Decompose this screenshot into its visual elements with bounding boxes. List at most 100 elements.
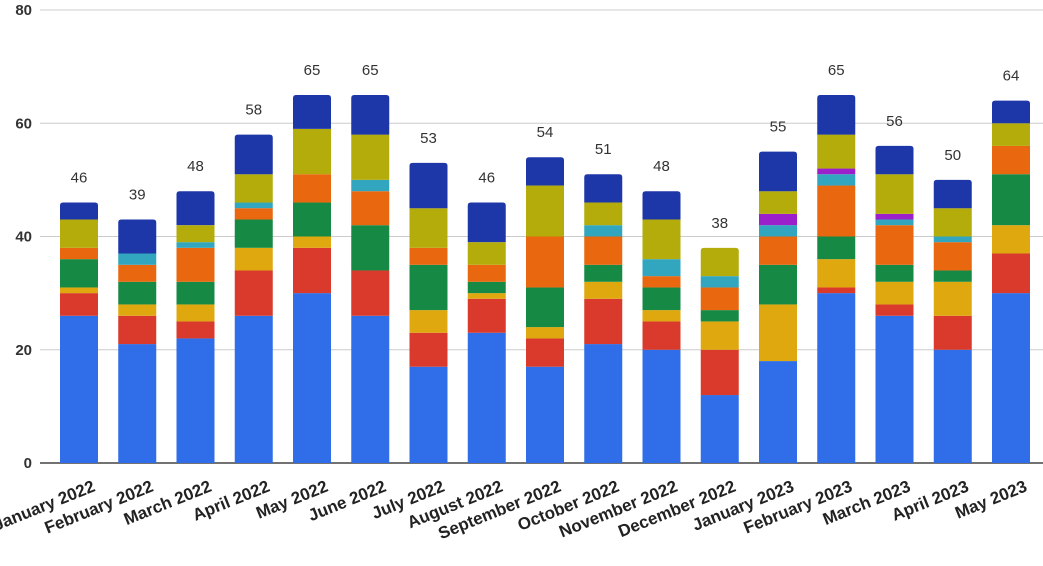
bar-segment	[293, 247, 331, 294]
total-label: 65	[828, 62, 845, 79]
bar-segment	[118, 281, 157, 305]
bar-segment	[118, 304, 157, 316]
bar-segment	[817, 174, 856, 186]
total-label: 53	[420, 130, 437, 147]
bar-segment	[293, 293, 331, 463]
bar-segment	[234, 315, 273, 463]
bar-segment	[526, 366, 564, 463]
bar-segment	[642, 191, 681, 220]
bar-segment	[409, 332, 448, 367]
bars	[60, 94, 1030, 463]
bar-segment	[700, 310, 739, 322]
bar-segment	[176, 281, 215, 305]
bar-segment	[992, 225, 1030, 254]
total-label: 48	[187, 158, 204, 175]
bar-segment	[642, 349, 681, 463]
bar-segment	[351, 94, 390, 135]
bar-segment	[234, 219, 273, 248]
bar-segment	[60, 315, 98, 463]
bar-segment	[875, 174, 914, 214]
bar-segment	[584, 344, 623, 463]
bar-segment	[875, 213, 914, 220]
total-label: 48	[653, 158, 670, 175]
bar-stack	[60, 202, 98, 463]
total-label: 39	[129, 187, 146, 204]
bar-segment	[817, 94, 856, 135]
bar-segment	[700, 321, 739, 350]
y-tick-label: 80	[15, 2, 32, 19]
bar-segment	[933, 179, 972, 209]
total-label: 46	[478, 170, 495, 187]
bar-segment	[467, 202, 506, 243]
bar-stack	[992, 100, 1030, 463]
bar-segment	[992, 293, 1030, 463]
bar-segment	[176, 242, 215, 248]
bar-segment	[584, 236, 623, 265]
bar-segment	[875, 145, 914, 175]
bar-segment	[817, 287, 856, 294]
bar-segment	[409, 310, 448, 333]
bar-segment	[584, 225, 623, 237]
bar-segment	[759, 225, 797, 237]
bar-segment	[467, 281, 506, 294]
bar-segment	[176, 225, 215, 243]
bar-segment	[933, 281, 972, 316]
bar-segment	[351, 225, 390, 271]
bar-segment	[409, 208, 448, 248]
bar-segment	[759, 264, 797, 305]
bar-stack	[875, 145, 914, 463]
bar-stack	[118, 219, 157, 463]
bar-stack	[467, 202, 506, 463]
bar-segment	[293, 202, 331, 237]
bar-segment	[467, 332, 506, 463]
bar-segment	[875, 219, 914, 226]
bar-segment	[526, 157, 564, 186]
bar-segment	[293, 94, 331, 129]
total-label: 65	[304, 62, 321, 79]
total-label: 50	[944, 147, 961, 164]
bar-segment	[933, 270, 972, 282]
bar-segment	[933, 349, 972, 463]
y-axis: 0 20 40 60 80	[15, 2, 32, 472]
bar-stack	[409, 162, 448, 463]
bar-segment	[584, 202, 623, 226]
bar-segment	[875, 264, 914, 282]
bar-segment	[467, 298, 506, 333]
bar-segment	[817, 236, 856, 260]
bar-segment	[700, 276, 739, 288]
bar-segment	[992, 145, 1030, 175]
bar-segment	[700, 349, 739, 396]
bar-segment	[409, 162, 448, 209]
bar-stack	[759, 151, 797, 463]
total-label: 56	[886, 113, 903, 130]
bar-segment	[933, 315, 972, 350]
bar-segment	[875, 304, 914, 316]
bar-segment	[176, 247, 215, 282]
bar-segment	[351, 134, 390, 180]
bar-segment	[933, 242, 972, 271]
total-labels: 46 39 48 58 65 65 53 46 54 51 48 38 55 65 56 50 64	[71, 62, 1020, 232]
bar-segment	[118, 344, 157, 463]
bar-segment	[526, 185, 564, 237]
bar-segment	[176, 304, 215, 322]
bar-segment	[118, 264, 157, 282]
bar-segment	[118, 315, 157, 345]
y-tick-label: 40	[15, 229, 32, 246]
bar-segment	[467, 242, 506, 265]
bar-segment	[642, 259, 681, 277]
bar-stack	[700, 247, 739, 463]
bar-segment	[176, 321, 215, 339]
bar-segment	[875, 315, 914, 463]
bar-segment	[759, 304, 797, 362]
bar-segment	[118, 219, 157, 254]
bar-stack	[642, 191, 681, 463]
bar-segment	[817, 185, 856, 237]
bar-segment	[817, 168, 856, 175]
y-tick-label: 20	[15, 342, 32, 359]
bar-segment	[584, 174, 623, 203]
bar-segment	[759, 151, 797, 192]
y-tick-label: 60	[15, 115, 32, 132]
bar-segment	[642, 219, 681, 260]
bar-segment	[526, 287, 564, 328]
